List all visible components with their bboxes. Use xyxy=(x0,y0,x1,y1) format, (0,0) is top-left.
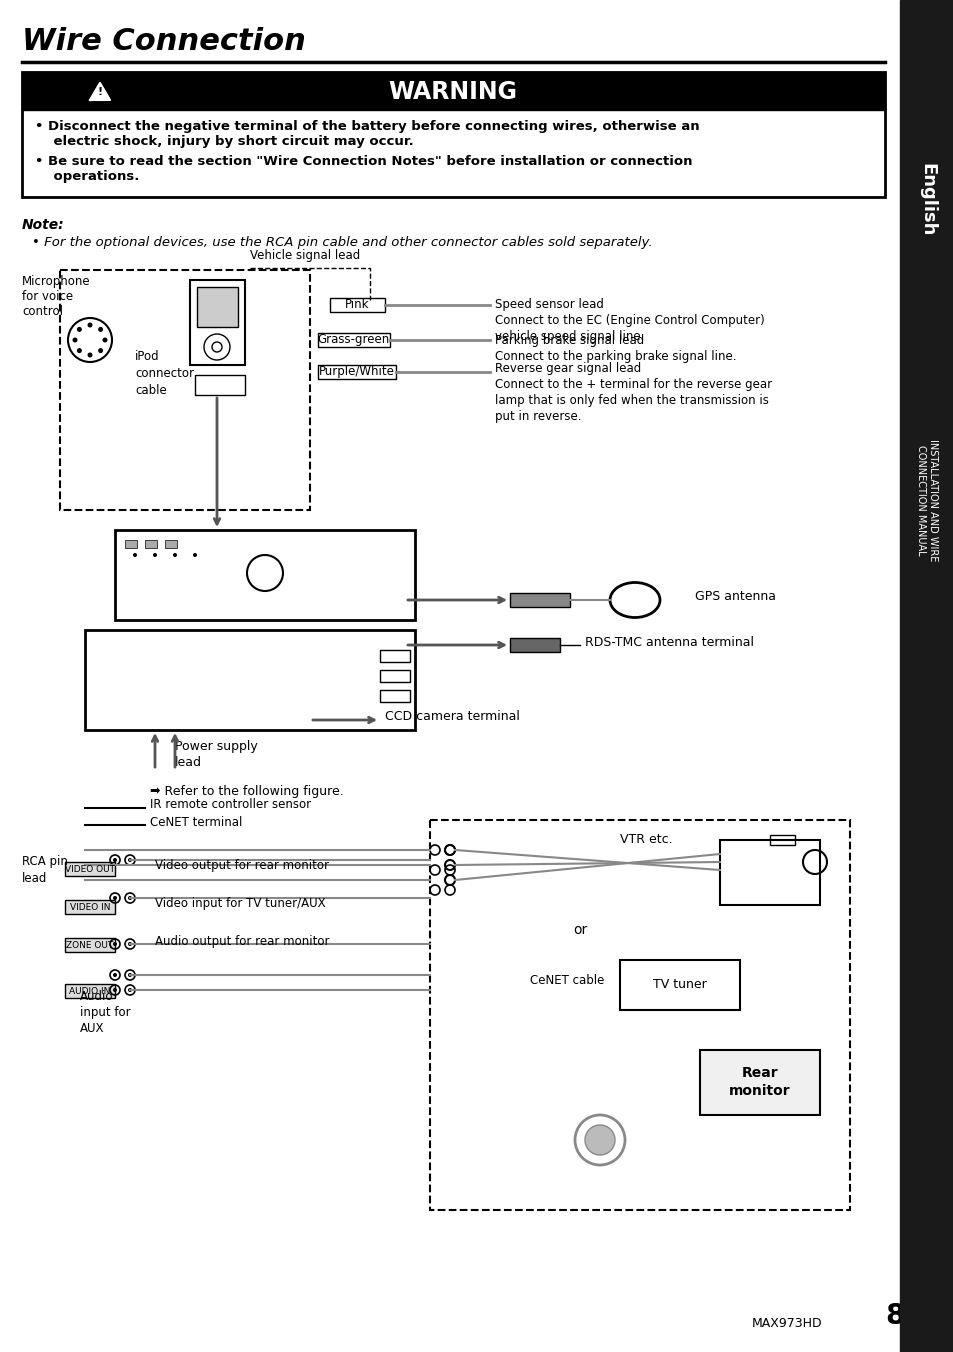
Circle shape xyxy=(112,896,117,900)
Circle shape xyxy=(128,896,132,900)
Bar xyxy=(700,1051,820,1115)
Circle shape xyxy=(77,327,82,331)
Circle shape xyxy=(128,973,132,977)
Circle shape xyxy=(88,323,92,327)
Text: iPod
connector
cable: iPod connector cable xyxy=(135,350,193,397)
Circle shape xyxy=(112,973,117,977)
Bar xyxy=(65,938,115,952)
Text: MAX973HD: MAX973HD xyxy=(751,1317,821,1330)
Text: or: or xyxy=(572,923,586,937)
Text: 87: 87 xyxy=(884,1302,923,1330)
Text: ➡ Refer to the following figure.: ➡ Refer to the following figure. xyxy=(150,786,343,798)
Circle shape xyxy=(98,347,103,353)
Circle shape xyxy=(77,347,82,353)
Circle shape xyxy=(172,553,177,557)
Text: TV tuner: TV tuner xyxy=(653,979,706,991)
Circle shape xyxy=(112,859,117,863)
Bar xyxy=(65,900,115,914)
Text: CeNET cable: CeNET cable xyxy=(530,973,604,987)
Circle shape xyxy=(128,942,132,946)
Text: Microphone
for voice
control: Microphone for voice control xyxy=(22,274,91,318)
Text: ZONE OUT: ZONE OUT xyxy=(67,941,113,950)
Text: Video output for rear monitor: Video output for rear monitor xyxy=(154,860,329,872)
Text: WARNING: WARNING xyxy=(388,80,517,104)
Text: VIDEO OUT: VIDEO OUT xyxy=(65,865,115,875)
Text: Grass-green: Grass-green xyxy=(317,334,390,346)
Text: • For the optional devices, use the RCA pin cable and other connector cables sol: • For the optional devices, use the RCA … xyxy=(32,237,652,249)
Bar xyxy=(145,539,157,548)
Text: CCD camera terminal: CCD camera terminal xyxy=(385,711,519,723)
Text: Purple/White: Purple/White xyxy=(318,365,395,379)
Circle shape xyxy=(128,859,132,863)
Text: CeNET terminal: CeNET terminal xyxy=(150,815,242,829)
Bar xyxy=(510,594,569,607)
Bar xyxy=(125,539,137,548)
Text: Vehicle signal lead: Vehicle signal lead xyxy=(250,249,360,262)
Text: Video input for TV tuner/AUX: Video input for TV tuner/AUX xyxy=(154,898,325,910)
Text: • Be sure to read the section "Wire Connection Notes" before installation or con: • Be sure to read the section "Wire Conn… xyxy=(35,155,692,183)
Bar xyxy=(317,333,390,347)
Circle shape xyxy=(112,988,117,992)
Text: • Disconnect the negative terminal of the battery before connecting wires, other: • Disconnect the negative terminal of th… xyxy=(35,120,699,147)
Text: Pink: Pink xyxy=(344,299,369,311)
Bar xyxy=(379,690,410,702)
Bar xyxy=(379,650,410,662)
Circle shape xyxy=(193,553,196,557)
Text: Parking brake signal lead
Connect to the parking brake signal line.: Parking brake signal lead Connect to the… xyxy=(495,334,736,362)
Bar xyxy=(899,0,953,1352)
Circle shape xyxy=(112,942,117,946)
Circle shape xyxy=(132,553,137,557)
Text: GPS antenna: GPS antenna xyxy=(695,591,775,603)
Bar xyxy=(330,297,385,312)
Text: Note:: Note: xyxy=(22,218,65,233)
Bar xyxy=(196,287,237,327)
Bar xyxy=(317,365,395,379)
Circle shape xyxy=(98,327,103,331)
Text: Rear
monitor: Rear monitor xyxy=(728,1067,790,1098)
Bar xyxy=(720,840,820,904)
Bar xyxy=(510,638,559,652)
Text: English: English xyxy=(917,164,935,237)
Bar xyxy=(85,630,415,730)
Bar xyxy=(379,671,410,681)
Polygon shape xyxy=(90,82,110,100)
Circle shape xyxy=(72,338,77,342)
Bar xyxy=(430,821,849,1210)
Bar xyxy=(619,960,740,1010)
Circle shape xyxy=(88,353,92,357)
Circle shape xyxy=(102,338,108,342)
Text: RCA pin
lead: RCA pin lead xyxy=(22,856,68,884)
Bar xyxy=(769,836,794,845)
Text: Speed sensor lead
Connect to the EC (Engine Control Computer)
vehicle speed sign: Speed sensor lead Connect to the EC (Eng… xyxy=(495,297,764,343)
Bar xyxy=(165,539,177,548)
Bar xyxy=(65,984,115,998)
Bar xyxy=(22,72,884,110)
Text: VTR etc.: VTR etc. xyxy=(619,833,672,846)
Circle shape xyxy=(584,1125,615,1155)
Text: Power supply
lead: Power supply lead xyxy=(174,740,257,769)
Bar xyxy=(115,530,415,621)
Bar xyxy=(190,280,245,365)
Text: Wire Connection: Wire Connection xyxy=(22,27,306,57)
Bar xyxy=(60,270,310,510)
Text: IR remote controller sensor: IR remote controller sensor xyxy=(150,799,311,811)
Text: Reverse gear signal lead
Connect to the + terminal for the reverse gear
lamp tha: Reverse gear signal lead Connect to the … xyxy=(495,362,771,423)
Circle shape xyxy=(152,553,157,557)
Text: Audio
input for
AUX: Audio input for AUX xyxy=(80,990,131,1036)
Bar xyxy=(194,375,245,395)
Text: INSTALLATION AND WIRE
CONNECTION MANUAL: INSTALLATION AND WIRE CONNECTION MANUAL xyxy=(915,439,937,561)
Text: VIDEO IN: VIDEO IN xyxy=(70,903,111,913)
Text: RDS-TMC antenna terminal: RDS-TMC antenna terminal xyxy=(584,635,753,649)
Text: !: ! xyxy=(97,87,103,97)
Text: AUDIO IN: AUDIO IN xyxy=(70,987,111,996)
Circle shape xyxy=(128,988,132,992)
Text: Audio output for rear monitor: Audio output for rear monitor xyxy=(154,936,329,949)
Bar xyxy=(22,72,884,197)
Bar xyxy=(65,863,115,876)
